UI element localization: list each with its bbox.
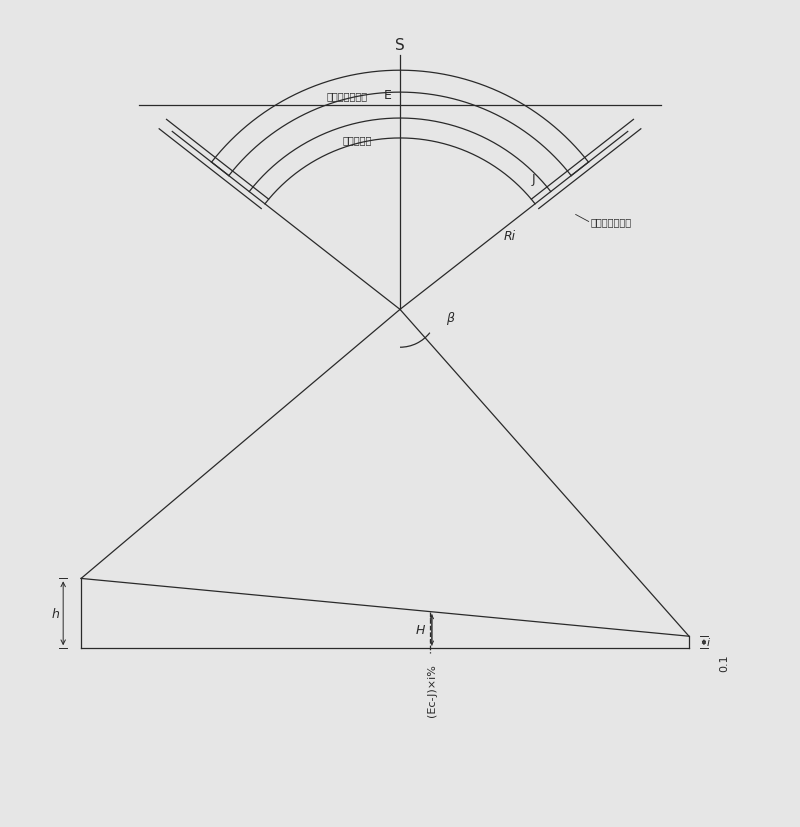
- Text: (Ec-J)×i%: (Ec-J)×i%: [427, 663, 437, 716]
- Text: Ri: Ri: [504, 230, 516, 243]
- Text: H: H: [415, 624, 425, 637]
- Text: S: S: [395, 38, 405, 53]
- Text: E: E: [384, 89, 392, 102]
- Text: β: β: [446, 312, 454, 324]
- Text: 隧道检修道侧壁: 隧道检修道侧壁: [590, 218, 632, 227]
- Text: h: h: [51, 607, 59, 620]
- Text: i: i: [707, 638, 710, 648]
- Text: J: J: [532, 173, 535, 186]
- Text: 行车视距点轨迹: 行车视距点轨迹: [327, 91, 368, 101]
- Text: 隧道内侧壁: 隧道内侧壁: [343, 135, 372, 145]
- Text: 0.1: 0.1: [719, 653, 729, 672]
